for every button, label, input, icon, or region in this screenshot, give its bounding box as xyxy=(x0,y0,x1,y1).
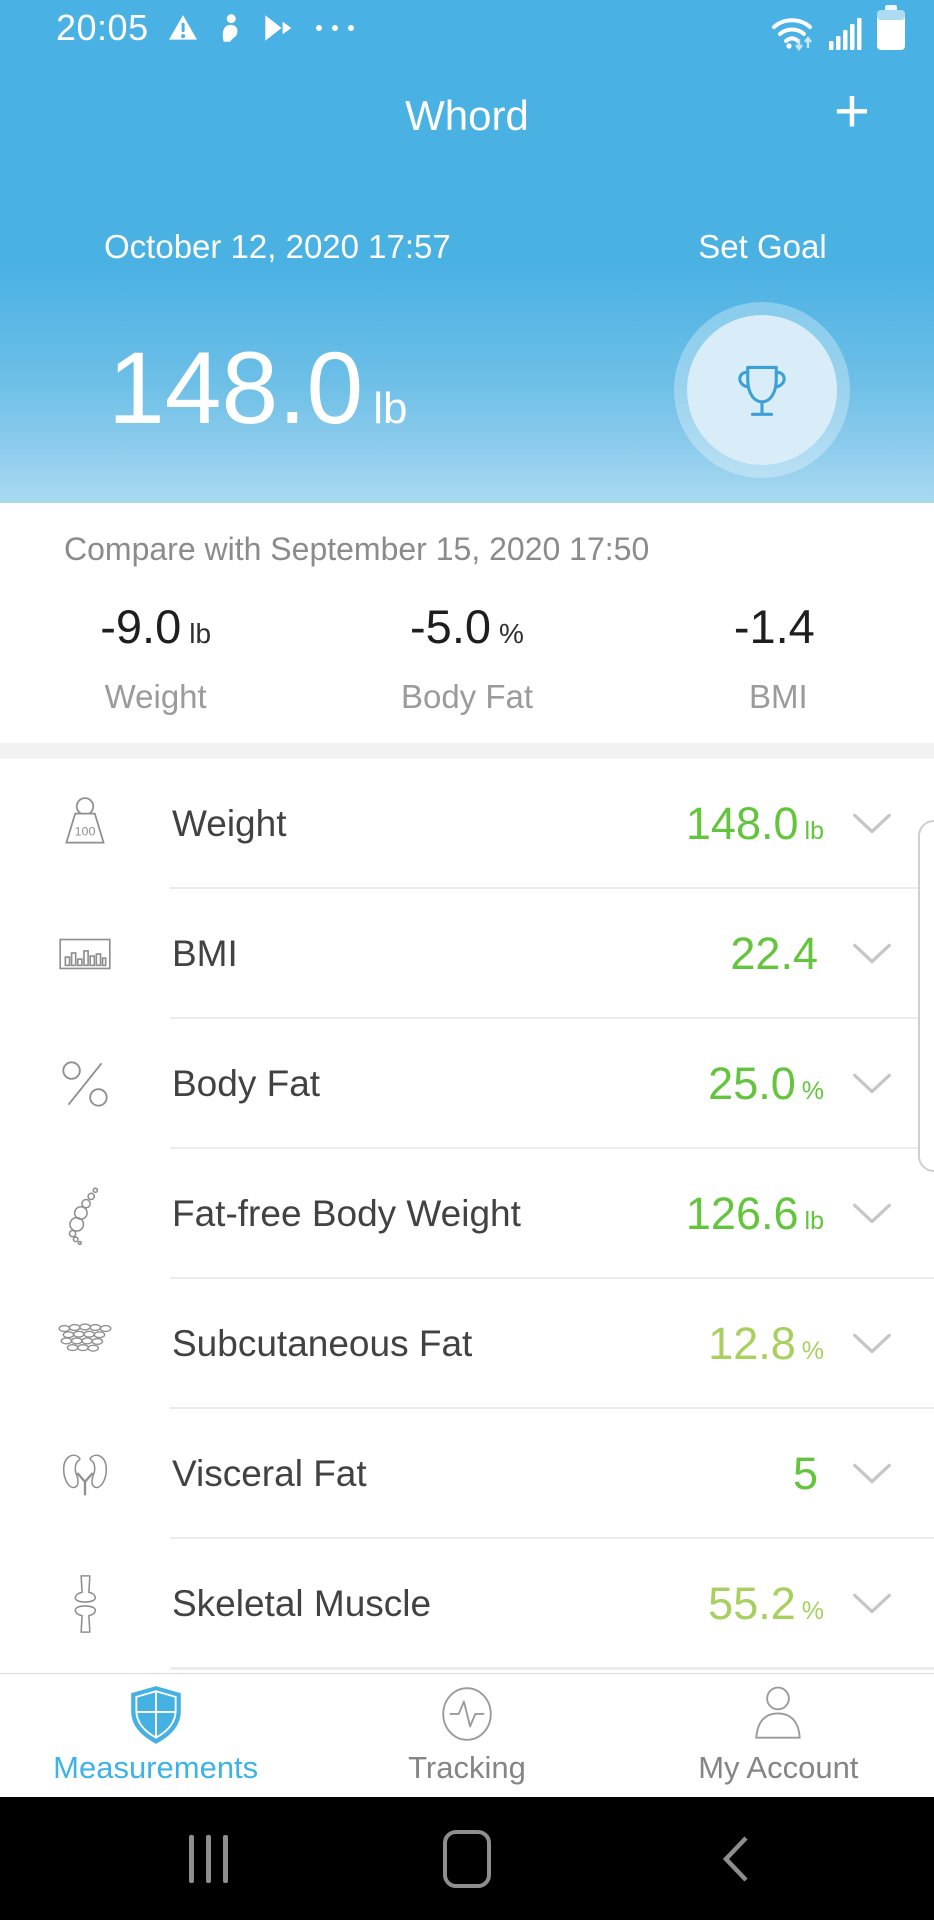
row-divider xyxy=(170,1147,934,1149)
status-bar-right xyxy=(768,5,906,51)
measurement-label: Weight xyxy=(172,803,287,844)
measurement-label: Subcutaneous Fat xyxy=(172,1323,473,1364)
bottom-tab-bar: Measurements Tracking My Account xyxy=(0,1673,934,1798)
measurement-label: Body Fat xyxy=(172,1063,321,1104)
delta-label: BMI xyxy=(748,678,808,715)
recents-button[interactable] xyxy=(158,1797,258,1920)
status-time: 20:05 xyxy=(56,7,149,48)
measurement-value: 55.2% xyxy=(708,1578,824,1629)
signal-strength-icon xyxy=(828,13,864,51)
tab-tracking[interactable]: Tracking xyxy=(311,1674,622,1798)
measurement-label: Skeletal Muscle xyxy=(172,1583,432,1624)
app-header: 20:05 xyxy=(0,0,934,503)
chevron-down-icon[interactable] xyxy=(850,1201,894,1227)
warning-icon xyxy=(167,14,199,42)
chevron-down-icon[interactable] xyxy=(850,1591,894,1617)
compare-deltas: -9.0 lb Weight -5.0% Body Fat -1.4 BMI xyxy=(0,599,934,716)
measurement-label: Fat-free Body Weight xyxy=(172,1193,521,1234)
chevron-down-icon[interactable] xyxy=(850,1071,894,1097)
row-divider xyxy=(170,887,934,889)
weight-scale-icon: 100 xyxy=(52,786,118,862)
measurement-label: BMI xyxy=(172,933,238,974)
measurement-value: 126.6 lb xyxy=(685,1188,824,1239)
measurement-value: 148.0 lb xyxy=(685,798,824,849)
tab-label: My Account xyxy=(698,1750,859,1785)
status-bar: 20:05 xyxy=(0,0,934,56)
fat-cells-icon xyxy=(52,1306,118,1382)
delta-unit: % xyxy=(499,618,524,649)
delta-label: Weight xyxy=(104,678,207,715)
row-body-fat[interactable]: Body Fat 25.0% xyxy=(0,1019,934,1149)
status-bar-left: 20:05 xyxy=(56,7,357,49)
page-title: Whord xyxy=(405,92,529,139)
delta-unit: lb xyxy=(189,618,212,649)
row-visceral-fat[interactable]: Visceral Fat 5 xyxy=(0,1409,934,1539)
chevron-down-icon[interactable] xyxy=(850,941,894,967)
spine-icon xyxy=(52,1176,118,1252)
wifi-icon xyxy=(768,11,816,51)
current-weight-value: 148.0 xyxy=(108,331,364,445)
row-weight[interactable]: 100 Weight 148.0 lb xyxy=(0,759,934,889)
delta-value: -1.4 xyxy=(733,600,815,653)
delta-body-fat: -5.0% Body Fat xyxy=(311,599,622,716)
home-button[interactable] xyxy=(417,1797,517,1920)
row-divider xyxy=(170,1407,934,1409)
scrollbar[interactable] xyxy=(918,820,934,1172)
chevron-down-icon[interactable] xyxy=(850,1461,894,1487)
person-icon xyxy=(749,1684,807,1746)
row-bmi[interactable]: BMI 22.4 xyxy=(0,889,934,1019)
play-store-icon xyxy=(261,13,295,43)
battery-icon xyxy=(876,5,906,51)
back-button[interactable] xyxy=(685,1797,785,1920)
set-goal-label[interactable]: Set Goal xyxy=(698,228,827,265)
row-divider xyxy=(170,1277,934,1279)
chevron-down-icon[interactable] xyxy=(850,811,894,837)
pulse-icon xyxy=(438,1684,496,1746)
set-goal-button[interactable] xyxy=(674,302,850,478)
back-icon xyxy=(722,1835,748,1882)
measurement-value: 5 xyxy=(792,1448,818,1499)
kidneys-icon xyxy=(52,1436,118,1512)
row-fat-free-body-weight[interactable]: Fat-free Body Weight 126.6 lb xyxy=(0,1149,934,1279)
current-weight-unit: lb xyxy=(373,384,408,433)
row-divider xyxy=(170,1537,934,1539)
measurement-value: 25.0% xyxy=(708,1058,824,1109)
measurement-list: 100 Weight 148.0 lb xyxy=(0,759,934,1669)
android-nav-bar xyxy=(0,1797,934,1920)
delta-weight: -9.0 lb Weight xyxy=(0,599,311,716)
tab-label: Tracking xyxy=(408,1750,526,1785)
measurement-date: October 12, 2020 17:57 xyxy=(104,228,451,265)
delta-value: -5.0 xyxy=(410,600,492,653)
row-divider xyxy=(170,1668,934,1670)
measurement-value: 12.8% xyxy=(708,1318,824,1369)
measurement-label: Visceral Fat xyxy=(172,1453,367,1494)
tab-my-account[interactable]: My Account xyxy=(623,1674,934,1798)
trophy-icon xyxy=(687,315,837,465)
tab-label: Measurements xyxy=(53,1750,259,1785)
compare-section: Compare with September 15, 2020 17:50 -9… xyxy=(0,503,934,743)
tab-measurements[interactable]: Measurements xyxy=(0,1674,311,1798)
add-measurement-button[interactable]: + xyxy=(833,77,871,146)
row-skeletal-muscle[interactable]: Skeletal Muscle 55.2% xyxy=(0,1539,934,1669)
chevron-down-icon[interactable] xyxy=(850,1331,894,1357)
body-fat-percent-icon xyxy=(52,1046,118,1122)
bmi-chart-icon xyxy=(52,916,118,992)
row-divider xyxy=(170,1017,934,1019)
measurement-value: 22.4 xyxy=(730,928,818,979)
delta-bmi: -1.4 BMI xyxy=(623,599,934,716)
current-weight: 148.0 lb xyxy=(108,330,408,447)
delta-label: Body Fat xyxy=(400,678,534,715)
home-icon xyxy=(443,1829,491,1888)
row-subcutaneous-fat[interactable]: Subcutaneous Fat 12.8% xyxy=(0,1279,934,1409)
section-separator xyxy=(0,743,934,759)
recents-icon xyxy=(188,1834,194,1883)
person-icon xyxy=(217,13,243,43)
svg-text:100: 100 xyxy=(75,824,96,838)
more-notifications-icon xyxy=(313,22,357,34)
bone-joint-icon xyxy=(52,1566,118,1642)
delta-value: -9.0 xyxy=(100,600,182,653)
compare-title: Compare with September 15, 2020 17:50 xyxy=(64,531,650,567)
shield-icon xyxy=(127,1684,185,1746)
